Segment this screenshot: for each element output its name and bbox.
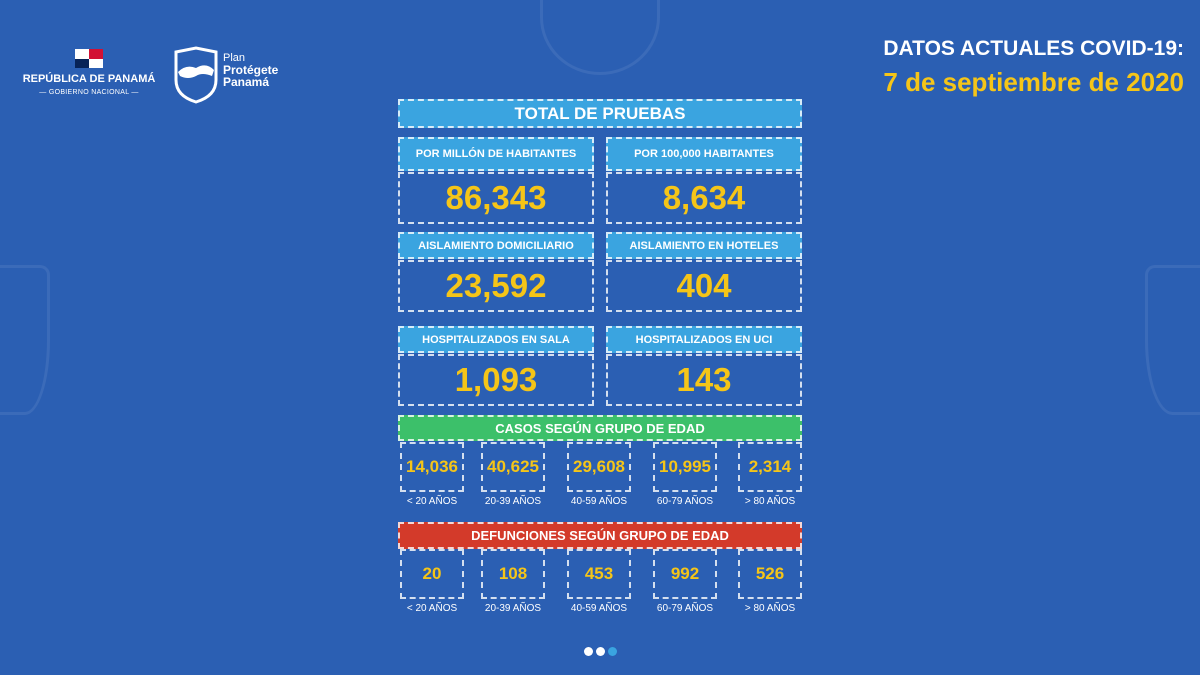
age-group-label: < 20 AÑOS (406, 603, 458, 614)
header-title: DATOS ACTUALES COVID-19: (883, 37, 1184, 60)
stat-label: POR MILLÓN DE HABITANTES (398, 137, 594, 171)
stat-label: AISLAMIENTO EN HOTELES (606, 232, 802, 259)
decorative-shield (0, 265, 50, 415)
carousel-dot[interactable] (596, 647, 605, 656)
stat-value: 8,634 (606, 172, 802, 224)
header-date: 7 de septiembre de 2020 (883, 67, 1184, 97)
age-group-label: 40-59 AÑOS (570, 496, 628, 507)
plan-name-line1: Protégete (223, 63, 279, 77)
cases-value: 2,314 (738, 442, 802, 492)
government-label: — GOBIERNO NACIONAL — (39, 89, 139, 96)
stat-value: 86,343 (398, 172, 594, 224)
deaths-value: 526 (738, 549, 802, 599)
cases-by-age-title: CASOS SEGÚN GRUPO DE EDAD (398, 415, 802, 441)
stat-value: 143 (606, 354, 802, 406)
carousel-dot[interactable] (584, 647, 593, 656)
panama-flag-icon (75, 49, 103, 68)
age-group-label: < 20 AÑOS (406, 496, 458, 507)
age-group-label: 20-39 AÑOS (484, 496, 542, 507)
decorative-shield (1145, 265, 1200, 415)
age-group-label: > 80 AÑOS (744, 496, 796, 507)
plan-name-line2: Panamá (223, 75, 270, 89)
plan-logo-text: Plan Protégete Panamá (223, 52, 278, 88)
stat-label: HOSPITALIZADOS EN UCI (606, 326, 802, 353)
total-tests-title: TOTAL DE PRUEBAS (398, 99, 802, 128)
decorative-shield (540, 0, 660, 75)
stat-label: HOSPITALIZADOS EN SALA (398, 326, 594, 353)
cases-value: 40,625 (481, 442, 545, 492)
stat-value: 1,093 (398, 354, 594, 406)
cases-value: 14,036 (400, 442, 464, 492)
stat-value: 23,592 (398, 260, 594, 312)
age-group-label: 40-59 AÑOS (570, 603, 628, 614)
shield-map-icon (174, 46, 218, 104)
stat-label: POR 100,000 HABITANTES (606, 137, 802, 171)
deaths-value: 20 (400, 549, 464, 599)
age-group-label: 60-79 AÑOS (656, 603, 714, 614)
deaths-value: 453 (567, 549, 631, 599)
cases-value: 29,608 (567, 442, 631, 492)
age-group-label: 20-39 AÑOS (484, 603, 542, 614)
deaths-by-age-title: DEFUNCIONES SEGÚN GRUPO DE EDAD (398, 522, 802, 549)
carousel-dot-active[interactable] (608, 647, 617, 656)
deaths-value: 108 (481, 549, 545, 599)
cases-value: 10,995 (653, 442, 717, 492)
age-group-label: > 80 AÑOS (744, 603, 796, 614)
deaths-value: 992 (653, 549, 717, 599)
stat-value: 404 (606, 260, 802, 312)
republic-name: REPÚBLICA DE PANAMÁ (22, 73, 156, 85)
stat-label: AISLAMIENTO DOMICILIARIO (398, 232, 594, 259)
plan-label: Plan (223, 52, 246, 64)
age-group-label: 60-79 AÑOS (656, 496, 714, 507)
